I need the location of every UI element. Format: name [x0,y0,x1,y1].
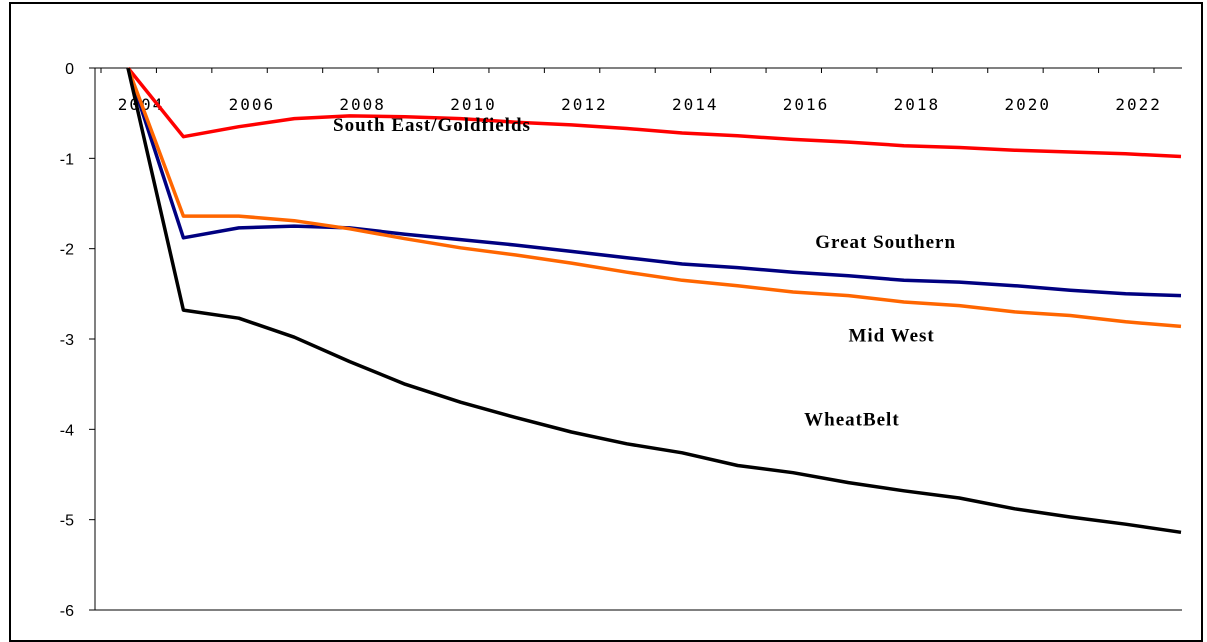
y-tick-label: -5 [60,513,74,530]
y-tick-label: 0 [65,61,74,78]
x-tick-label: 2016 [783,95,830,114]
x-tick-label: 2008 [339,95,386,114]
x-tick-label: 2022 [1115,95,1162,114]
series-labels: South East/Goldfields Great Southern Mid W… [333,115,956,431]
series-line [126,66,1182,159]
series-label: South East/Goldfields [333,115,531,136]
series-line [126,67,1182,535]
x-tick-label: 2012 [561,95,608,114]
x-tick-label: 2020 [1004,95,1051,114]
y-tick-label: -6 [60,603,74,620]
x-tick-label: 2014 [672,95,719,114]
series-label: WheatBelt [804,410,900,431]
series-lines [126,66,1182,535]
y-tick-label: -3 [60,332,74,349]
y-tick-label: -2 [60,242,74,259]
series-line [126,67,1182,298]
chart-frame [9,2,1203,642]
series-line [126,67,1182,329]
x-tick-label: 2010 [450,95,497,114]
x-tick-label: 2018 [894,95,941,114]
series-label: Mid West [848,326,934,347]
series-label: Great Southern [815,232,956,253]
y-tick-label: -4 [60,422,74,439]
x-tick-label: 2006 [229,95,276,114]
y-tick-label: -1 [60,151,74,168]
